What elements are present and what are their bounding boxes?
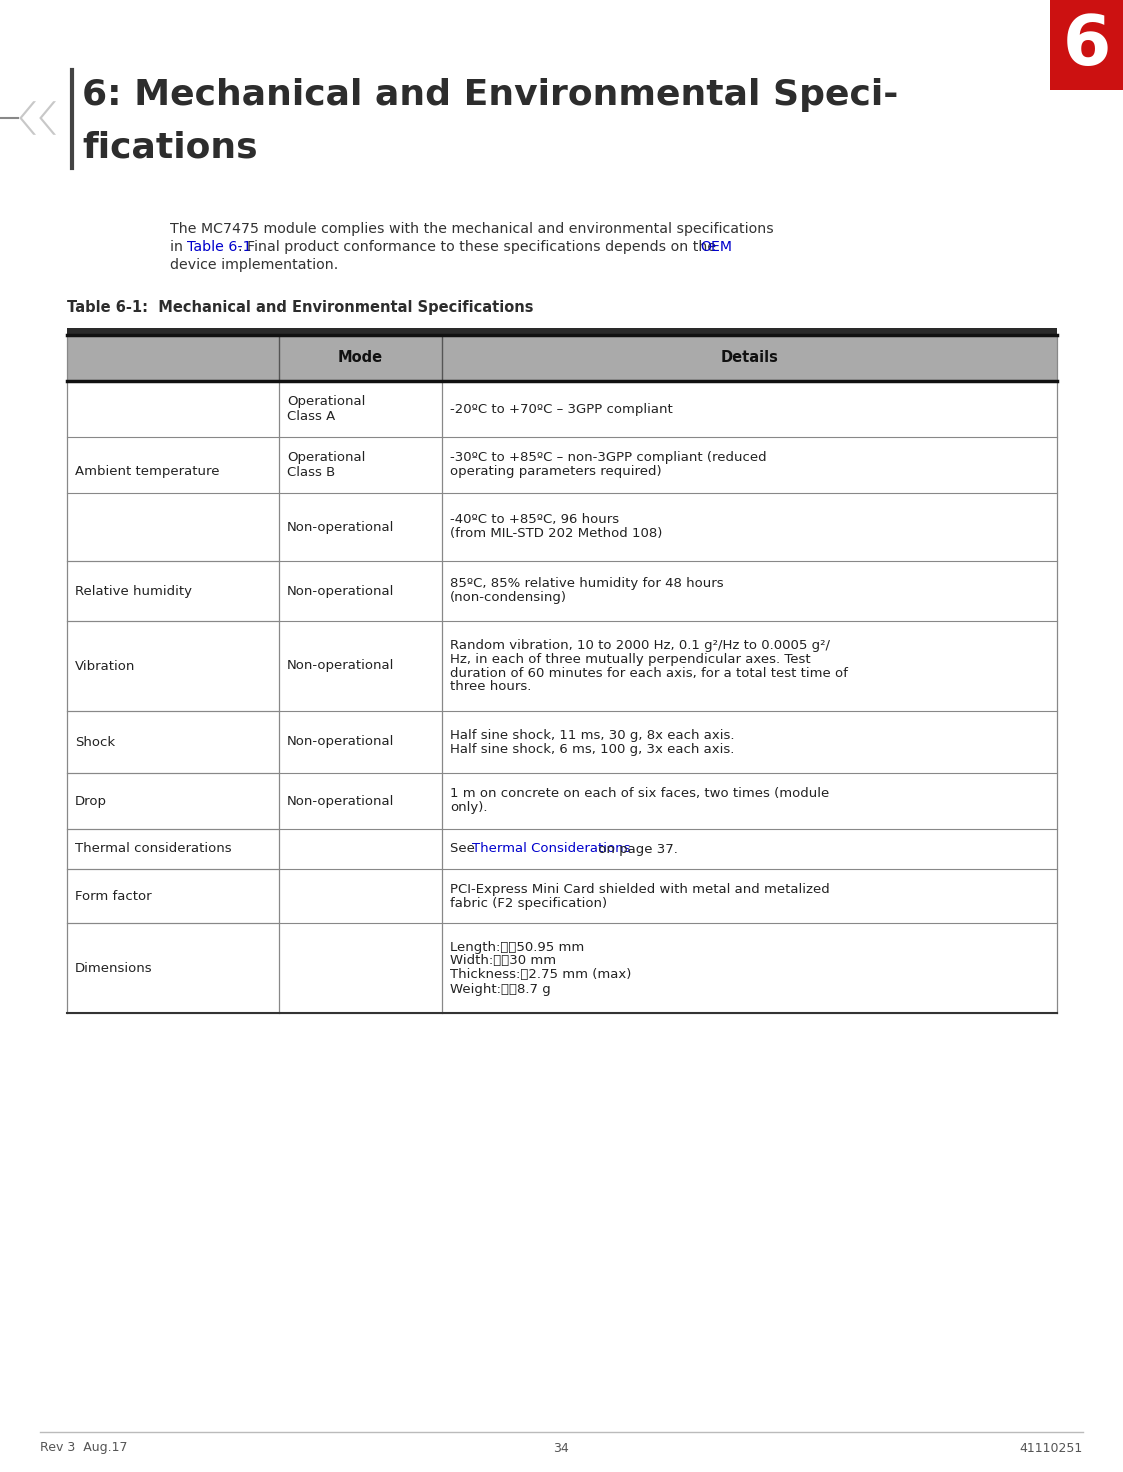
Text: 1 m on concrete on each of six faces, two times (module: 1 m on concrete on each of six faces, tw… [450,788,829,801]
Text: Ambient temperature: Ambient temperature [75,465,219,477]
Text: duration of 60 minutes for each axis, for a total test time of: duration of 60 minutes for each axis, fo… [450,667,848,680]
Text: fabric (F2 specification): fabric (F2 specification) [450,896,608,910]
Text: Random vibration, 10 to 2000 Hz, 0.1 g²/Hz to 0.0005 g²/: Random vibration, 10 to 2000 Hz, 0.1 g²/… [450,639,830,652]
Text: -40ºC to +85ºC, 96 hours: -40ºC to +85ºC, 96 hours [450,514,619,527]
Text: Shock: Shock [75,736,116,748]
Text: -20ºC to +70ºC – 3GPP compliant: -20ºC to +70ºC – 3GPP compliant [450,402,673,415]
Text: . Final product conformance to these specifications depends on the: . Final product conformance to these spe… [238,240,721,255]
Text: Table 6-1: Table 6-1 [188,240,252,255]
Text: Thermal considerations: Thermal considerations [75,842,231,855]
Text: (from MIL-STD 202 Method 108): (from MIL-STD 202 Method 108) [450,527,663,540]
Bar [1050,0,1123,90]
Text: OEM: OEM [700,240,732,255]
Text: Thermal Considerations: Thermal Considerations [472,842,631,855]
Text: on page 37.: on page 37. [594,842,678,855]
Text: Dimensions: Dimensions [75,961,153,974]
Text: Width:		30 mm: Width: 30 mm [450,954,556,967]
Text: Table 6-1:  Mechanical and Environmental Specifications: Table 6-1: Mechanical and Environmental … [67,300,533,315]
Text: Non-operational: Non-operational [287,521,394,533]
Text: Relative humidity: Relative humidity [75,584,192,598]
Text: (non-condensing): (non-condensing) [450,592,567,605]
Text: Weight:		8.7 g: Weight: 8.7 g [450,982,550,995]
Text: Non-operational: Non-operational [287,795,394,808]
Text: operating parameters required): operating parameters required) [450,465,661,478]
Text: 41110251: 41110251 [1020,1441,1083,1454]
Text: Length:		50.95 mm: Length: 50.95 mm [450,941,584,954]
Text: PCI-Express Mini Card shielded with metal and metalized: PCI-Express Mini Card shielded with meta… [450,883,830,895]
Text: Non-operational: Non-operational [287,659,394,673]
Text: Rev 3  Aug.17: Rev 3 Aug.17 [40,1441,128,1454]
Text: See: See [450,842,480,855]
Text: 6: Mechanical and Environmental Speci-: 6: Mechanical and Environmental Speci- [82,78,898,112]
Text: Half sine shock, 11 ms, 30 g, 8x each axis.: Half sine shock, 11 ms, 30 g, 8x each ax… [450,729,734,742]
Text: Non-operational: Non-operational [287,584,394,598]
Text: Vibration: Vibration [75,659,136,673]
Text: Half sine shock, 6 ms, 100 g, 3x each axis.: Half sine shock, 6 ms, 100 g, 3x each ax… [450,742,734,755]
Text: 85ºC, 85% relative humidity for 48 hours: 85ºC, 85% relative humidity for 48 hours [450,577,723,590]
Text: Details: Details [721,350,778,365]
Text: Form factor: Form factor [75,889,152,902]
Polygon shape [39,102,56,135]
Text: Hz, in each of three mutually perpendicular axes. Test: Hz, in each of three mutually perpendicu… [450,652,811,665]
Text: three hours.: three hours. [450,680,531,693]
Text: Non-operational: Non-operational [287,736,394,748]
Text: Drop: Drop [75,795,107,808]
Text: only).: only). [450,801,487,814]
Text: 6: 6 [1062,12,1111,78]
Bar [67,328,1057,336]
Bar [67,336,1057,381]
Text: device implementation.: device implementation. [170,258,338,272]
Text: Class A: Class A [287,409,336,422]
Text: in: in [170,240,188,255]
Text: fications: fications [82,131,257,165]
Text: Thickness:	2.75 mm (max): Thickness: 2.75 mm (max) [450,969,631,982]
Text: The MC7475 module complies with the mechanical and environmental specifications: The MC7475 module complies with the mech… [170,222,774,236]
Text: 34: 34 [554,1441,569,1454]
Text: Operational: Operational [287,396,365,409]
Text: -30ºC to +85ºC – non-3GPP compliant (reduced: -30ºC to +85ºC – non-3GPP compliant (red… [450,452,767,465]
Polygon shape [19,102,36,135]
Text: Mode: Mode [338,350,383,365]
Text: Operational: Operational [287,452,365,465]
Text: Class B: Class B [287,465,336,478]
